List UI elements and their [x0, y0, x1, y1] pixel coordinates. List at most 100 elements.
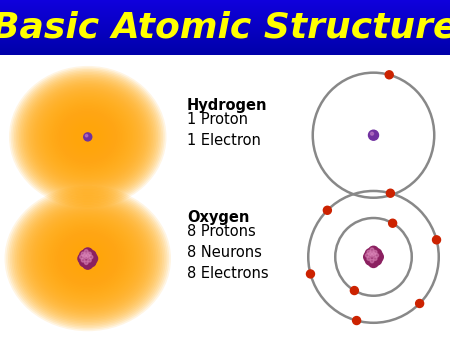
Bar [0, 16, 450, 17]
Circle shape [385, 71, 393, 79]
Bar [0, 0, 450, 55]
Circle shape [81, 252, 85, 256]
Circle shape [81, 259, 85, 262]
Circle shape [432, 236, 441, 244]
Bar [0, 2, 450, 3]
Circle shape [84, 133, 92, 141]
Bar [0, 29, 450, 30]
Bar [0, 53, 450, 54]
Bar [0, 31, 450, 32]
Ellipse shape [36, 90, 140, 184]
Ellipse shape [18, 198, 157, 319]
Ellipse shape [21, 76, 155, 197]
Circle shape [374, 252, 383, 262]
Ellipse shape [29, 84, 146, 190]
Circle shape [83, 259, 93, 269]
Ellipse shape [27, 206, 148, 311]
Circle shape [83, 248, 93, 258]
Circle shape [80, 250, 90, 260]
Ellipse shape [38, 215, 137, 302]
Bar [0, 26, 450, 27]
Bar [0, 0, 450, 1]
Circle shape [370, 132, 373, 135]
Ellipse shape [32, 87, 143, 187]
Bar [0, 6, 450, 7]
Bar [0, 54, 450, 55]
Bar [0, 38, 450, 39]
Ellipse shape [26, 204, 150, 313]
Ellipse shape [12, 192, 164, 325]
Ellipse shape [41, 95, 135, 179]
Bar [0, 13, 450, 14]
Circle shape [80, 255, 83, 259]
Ellipse shape [4, 186, 171, 331]
Circle shape [372, 249, 382, 259]
Circle shape [374, 257, 377, 260]
Bar [0, 20, 450, 21]
Bar [0, 37, 450, 38]
Bar [0, 14, 450, 15]
Bar [0, 30, 450, 31]
Bar [0, 9, 450, 10]
Circle shape [85, 261, 88, 264]
Bar [0, 49, 450, 50]
Circle shape [367, 250, 371, 254]
Bar [0, 43, 450, 44]
Ellipse shape [42, 218, 134, 299]
Bar [0, 3, 450, 4]
Bar [0, 7, 450, 8]
Ellipse shape [42, 96, 133, 178]
Circle shape [364, 252, 374, 262]
Bar [0, 5, 450, 6]
Ellipse shape [27, 82, 148, 191]
Ellipse shape [29, 208, 146, 310]
Bar [0, 45, 450, 46]
Bar [0, 23, 450, 24]
Bar [0, 11, 450, 12]
Circle shape [84, 252, 94, 262]
Bar [0, 41, 450, 42]
Ellipse shape [19, 75, 157, 199]
Circle shape [372, 252, 375, 256]
Bar [0, 36, 450, 37]
Bar [0, 21, 450, 22]
Circle shape [416, 299, 423, 308]
Bar [0, 34, 450, 35]
Ellipse shape [8, 189, 167, 328]
Bar [0, 42, 450, 43]
Circle shape [86, 254, 90, 257]
Circle shape [370, 259, 374, 263]
Text: Hydrogen: Hydrogen [187, 98, 267, 113]
Bar [0, 15, 450, 16]
Circle shape [367, 250, 377, 260]
Ellipse shape [40, 217, 135, 300]
Circle shape [369, 130, 378, 140]
Ellipse shape [31, 86, 145, 188]
Bar [0, 12, 450, 13]
Circle shape [80, 257, 90, 267]
Ellipse shape [24, 79, 152, 194]
Circle shape [369, 252, 372, 256]
Bar [0, 39, 450, 40]
Bar [0, 17, 450, 18]
Ellipse shape [20, 200, 155, 317]
Bar [0, 40, 450, 41]
Circle shape [369, 252, 378, 262]
Ellipse shape [44, 98, 131, 176]
Circle shape [78, 254, 88, 264]
Ellipse shape [22, 78, 153, 196]
Ellipse shape [12, 69, 163, 205]
Circle shape [88, 252, 91, 256]
Ellipse shape [15, 195, 160, 322]
Ellipse shape [10, 191, 166, 327]
Ellipse shape [26, 81, 150, 193]
Ellipse shape [16, 72, 160, 202]
Circle shape [81, 252, 91, 262]
Circle shape [369, 246, 378, 256]
Bar [0, 10, 450, 11]
Bar [0, 22, 450, 23]
Circle shape [370, 254, 374, 257]
Circle shape [375, 254, 378, 257]
Bar [0, 24, 450, 25]
Circle shape [389, 219, 396, 227]
